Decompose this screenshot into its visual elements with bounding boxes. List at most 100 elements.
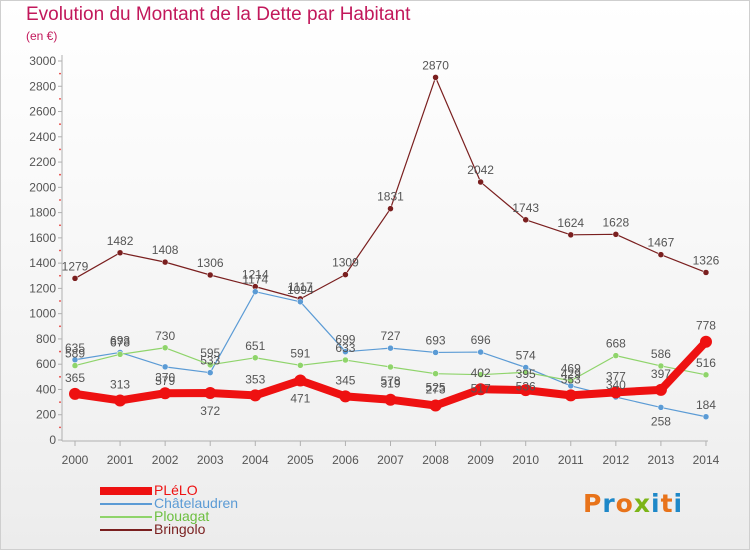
data-point <box>609 386 622 399</box>
data-label: 1831 <box>377 190 404 204</box>
series-plouagat <box>71 344 710 384</box>
data-label: 397 <box>651 367 671 381</box>
y-tick-label: 1200 <box>29 281 56 295</box>
logo-letter: r <box>602 489 616 518</box>
legend-label: Plouagat <box>154 508 210 524</box>
y-minor-tick <box>59 224 61 227</box>
y-minor-tick <box>59 148 61 151</box>
y-tick-label: 0 <box>49 433 56 447</box>
y-tick-label: 1400 <box>29 256 56 270</box>
y-minor-tick <box>59 350 61 353</box>
data-label: 1482 <box>107 234 134 248</box>
y-tick-label: 2600 <box>29 105 56 119</box>
data-label: 516 <box>696 356 716 370</box>
data-label: 778 <box>696 319 716 333</box>
data-label: 517 <box>471 382 491 396</box>
data-point <box>342 356 349 364</box>
y-minor-tick <box>59 401 61 403</box>
y-minor-tick <box>59 173 61 176</box>
x-tick-label: 2012 <box>602 453 629 467</box>
data-point <box>699 335 712 348</box>
y-minor-tick <box>59 426 61 429</box>
data-point <box>161 363 169 371</box>
data-label: 258 <box>651 414 671 428</box>
x-tick-label: 2005 <box>287 453 314 467</box>
data-label: 1117 <box>288 280 313 294</box>
chart-title: Evolution du Montant de la Dette par Hab… <box>26 4 411 25</box>
series-bringolo <box>71 74 710 303</box>
data-point <box>432 74 439 81</box>
data-point <box>116 249 124 257</box>
data-label: 635 <box>65 341 85 355</box>
y-minor-tick <box>59 199 61 201</box>
data-label: 693 <box>426 333 446 347</box>
data-label: 370 <box>155 370 175 384</box>
data-point <box>69 387 81 400</box>
x-tick-label: 2013 <box>648 453 675 467</box>
y-tick-label: 2200 <box>29 155 56 169</box>
legend-item: PLéLO <box>100 482 320 498</box>
data-label: 1408 <box>152 243 179 257</box>
data-point <box>294 374 307 387</box>
data-point <box>432 370 439 377</box>
data-point <box>297 298 304 306</box>
data-point <box>114 394 127 407</box>
x-tick-label: 2003 <box>197 453 224 467</box>
y-tick-label: 1000 <box>29 307 56 321</box>
data-label: 353 <box>561 372 581 386</box>
data-label: 727 <box>380 329 400 343</box>
logo-letter: i <box>673 489 684 518</box>
data-label: 1214 <box>242 268 269 282</box>
data-point <box>522 216 529 224</box>
x-tick-label: 2008 <box>422 453 449 467</box>
legend-swatch <box>100 516 152 518</box>
data-label: 693 <box>110 333 130 347</box>
y-minor-tick <box>59 72 61 75</box>
y-tick-label: 600 <box>36 357 56 371</box>
data-label: 1628 <box>602 215 629 229</box>
y-minor-tick <box>59 375 61 378</box>
data-label: 365 <box>65 371 85 385</box>
data-point <box>477 348 484 356</box>
data-label: 1624 <box>557 216 584 230</box>
data-label: 678 <box>110 335 130 349</box>
data-label: 696 <box>471 333 491 347</box>
y-minor-tick <box>59 249 61 252</box>
data-point <box>657 404 665 411</box>
y-minor-tick <box>59 300 61 302</box>
data-label: 353 <box>245 372 265 386</box>
data-label: 586 <box>651 347 671 361</box>
series-pl-lo <box>69 335 712 412</box>
data-label: 395 <box>516 367 536 381</box>
legend-swatch <box>100 487 152 495</box>
data-point <box>429 399 442 412</box>
x-tick-label: 2000 <box>62 453 89 467</box>
data-label: 469 <box>561 362 581 376</box>
data-point <box>657 251 665 258</box>
data-label: 377 <box>606 369 626 383</box>
data-point <box>204 387 217 400</box>
data-label: 1743 <box>512 201 539 215</box>
data-label: 1094 <box>287 283 314 297</box>
logo-letter: P <box>583 489 603 518</box>
legend-label: Bringolo <box>154 521 206 537</box>
logo-letter: i <box>651 489 661 518</box>
data-label: 579 <box>155 374 175 388</box>
data-label: 184 <box>696 398 716 412</box>
data-point <box>702 413 710 421</box>
data-point <box>161 344 169 352</box>
x-tick-label: 2001 <box>107 453 134 467</box>
x-tick-label: 2002 <box>152 453 179 467</box>
data-label: 1467 <box>648 236 675 250</box>
data-label: 429 <box>561 367 581 381</box>
data-point <box>702 269 710 276</box>
data-label: 730 <box>155 329 175 343</box>
y-tick-label: 3000 <box>29 54 56 68</box>
data-point <box>387 363 394 371</box>
y-minor-tick <box>59 123 61 126</box>
data-point <box>522 369 529 376</box>
y-tick-label: 200 <box>36 408 56 422</box>
legend-swatch <box>100 503 152 505</box>
